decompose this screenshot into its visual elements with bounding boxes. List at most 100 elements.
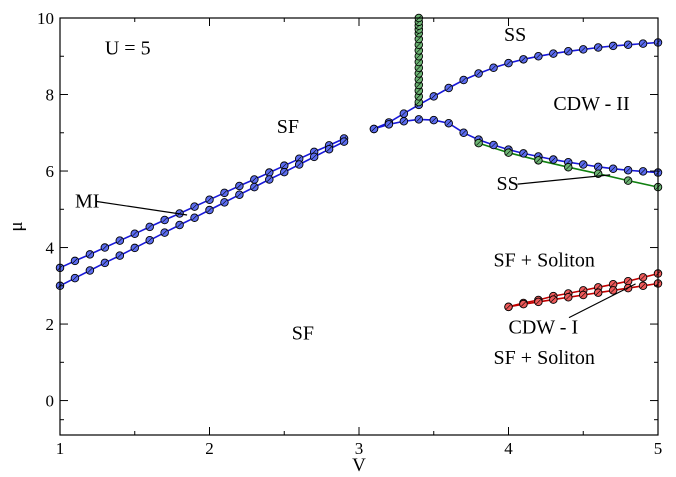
data-point-hatch bbox=[625, 42, 631, 48]
annotation-label: SF + Soliton bbox=[494, 250, 595, 272]
data-point-hatch bbox=[132, 245, 138, 251]
annotation-label: U = 5 bbox=[105, 37, 151, 59]
x-tick-label: 1 bbox=[56, 439, 65, 458]
data-point-hatch bbox=[640, 168, 646, 174]
data-point-hatch bbox=[640, 274, 646, 280]
y-tick-label: 0 bbox=[46, 392, 55, 411]
annotation-label: SF + Soliton bbox=[494, 347, 595, 369]
annotation-label: SF bbox=[277, 116, 299, 138]
data-point-hatch bbox=[296, 162, 302, 167]
data-point-hatch bbox=[610, 43, 616, 49]
data-point-hatch bbox=[476, 71, 482, 76]
data-point-hatch bbox=[416, 48, 422, 53]
data-point-hatch bbox=[416, 116, 422, 122]
x-tick-label: 2 bbox=[205, 439, 214, 458]
data-point-hatch bbox=[236, 183, 242, 189]
data-point-hatch bbox=[281, 169, 287, 175]
data-point-hatch bbox=[491, 65, 496, 71]
data-point-hatch bbox=[580, 46, 586, 52]
data-point-hatch bbox=[416, 53, 422, 59]
data-point-hatch bbox=[550, 297, 556, 302]
data-point-hatch bbox=[550, 157, 556, 162]
annotation-label: SF bbox=[292, 322, 314, 344]
data-point-hatch bbox=[251, 177, 257, 182]
data-point-hatch bbox=[580, 292, 586, 298]
data-point-hatch bbox=[386, 121, 392, 127]
data-point-hatch bbox=[147, 224, 153, 230]
y-tick-label: 10 bbox=[37, 9, 54, 28]
data-point-hatch bbox=[550, 51, 556, 56]
data-point-hatch bbox=[266, 170, 272, 175]
data-point-hatch bbox=[506, 304, 511, 310]
data-point-hatch bbox=[416, 36, 422, 42]
data-point-hatch bbox=[640, 283, 646, 289]
data-point-hatch bbox=[506, 60, 511, 66]
data-point-hatch bbox=[341, 139, 347, 144]
data-point-hatch bbox=[251, 184, 257, 190]
data-point-hatch bbox=[162, 217, 168, 223]
y-tick-label: 4 bbox=[46, 239, 55, 258]
data-point-hatch bbox=[595, 171, 601, 177]
data-point-hatch bbox=[311, 154, 317, 160]
data-point-hatch bbox=[222, 190, 227, 196]
data-point-hatch bbox=[416, 76, 422, 82]
data-point-hatch bbox=[521, 151, 526, 156]
data-point-hatch bbox=[117, 238, 123, 244]
series-points bbox=[55, 13, 663, 312]
data-point-hatch bbox=[535, 299, 541, 305]
data-point-hatch bbox=[535, 53, 541, 59]
axis-ticks: 1 2 3 4 5 0 2 4 6 8 10 bbox=[37, 9, 662, 458]
data-point-hatch bbox=[102, 245, 108, 250]
data-point-hatch bbox=[476, 140, 482, 146]
y-tick-label: 6 bbox=[46, 162, 55, 181]
annotation-label: MI bbox=[75, 190, 99, 212]
y-axis-label: μ bbox=[6, 221, 27, 231]
data-point-hatch bbox=[521, 56, 526, 62]
annotations: U = 5 SF SF MI SS CDW - II SS SF + Soliton CDW -… bbox=[75, 24, 636, 369]
data-point-hatch bbox=[595, 45, 601, 50]
x-tick-label: 5 bbox=[654, 439, 663, 458]
data-point-hatch bbox=[296, 156, 302, 162]
data-point-hatch bbox=[416, 59, 422, 65]
data-point-hatch bbox=[625, 278, 631, 284]
data-point-hatch bbox=[147, 237, 153, 243]
data-point-hatch bbox=[416, 71, 422, 76]
data-point-hatch bbox=[595, 290, 601, 296]
data-point-hatch bbox=[535, 157, 541, 163]
data-point-hatch bbox=[625, 167, 631, 173]
data-point-hatch bbox=[87, 268, 93, 273]
data-point-hatch bbox=[162, 230, 168, 236]
data-point-hatch bbox=[431, 94, 437, 99]
data-point-hatch bbox=[87, 252, 93, 257]
data-point-hatch bbox=[580, 162, 586, 167]
data-point-hatch bbox=[192, 204, 197, 210]
data-point-hatch bbox=[207, 207, 212, 213]
data-point-hatch bbox=[461, 130, 467, 136]
data-point-hatch bbox=[640, 41, 646, 47]
data-point-hatch bbox=[416, 65, 422, 71]
annotation-pointer bbox=[568, 283, 636, 319]
data-point-hatch bbox=[207, 197, 212, 203]
data-point-hatch bbox=[446, 120, 452, 126]
data-point-hatch bbox=[506, 150, 511, 156]
data-point-hatch bbox=[610, 281, 616, 287]
data-point-hatch bbox=[192, 215, 197, 221]
x-tick-label: 3 bbox=[355, 439, 364, 458]
data-point-hatch bbox=[461, 77, 467, 83]
data-point-hatch bbox=[595, 164, 601, 170]
data-point-hatch bbox=[565, 164, 571, 170]
data-point-hatch bbox=[625, 178, 631, 184]
data-point-hatch bbox=[401, 111, 407, 117]
data-point-hatch bbox=[102, 260, 108, 266]
y-tick-label: 2 bbox=[46, 315, 55, 334]
data-point-hatch bbox=[416, 42, 422, 48]
data-point-hatch bbox=[266, 177, 272, 182]
data-point-hatch bbox=[401, 118, 407, 124]
data-point-hatch bbox=[491, 142, 496, 148]
x-axis-label: V bbox=[352, 455, 366, 476]
series-line-4 bbox=[373, 118, 659, 174]
data-point-hatch bbox=[610, 166, 616, 172]
y-tick-label: 8 bbox=[46, 86, 55, 105]
data-point-hatch bbox=[565, 48, 571, 54]
